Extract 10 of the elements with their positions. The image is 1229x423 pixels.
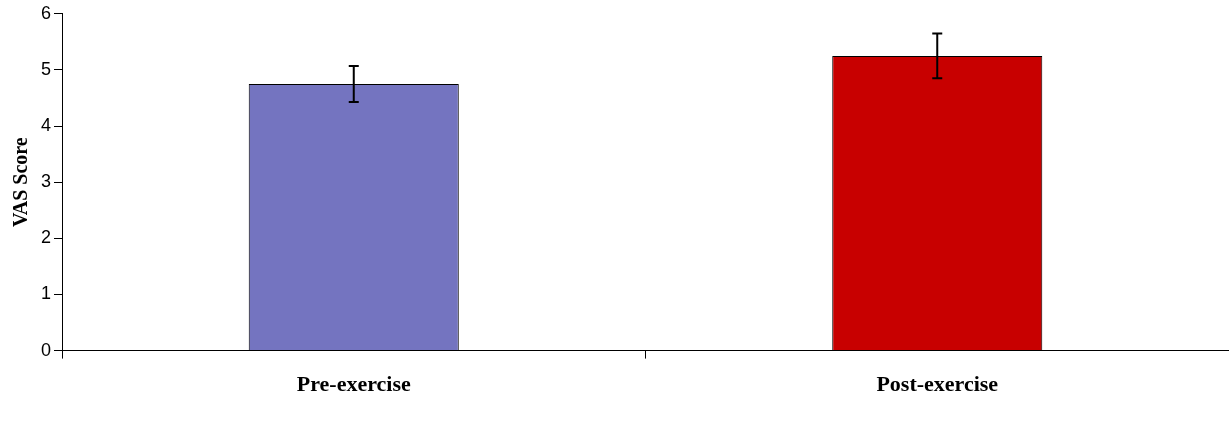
x-tick-label: Post-exercise bbox=[876, 371, 999, 397]
y-tick-label: 5 bbox=[41, 58, 52, 79]
y-tick-label: 1 bbox=[41, 283, 52, 304]
y-tick-label: 3 bbox=[41, 171, 52, 192]
x-tick-label: Pre-exercise bbox=[296, 371, 411, 397]
y-tick-label: 4 bbox=[41, 115, 52, 136]
y-tick-label: 6 bbox=[41, 2, 52, 23]
y-tick-label: 0 bbox=[41, 339, 52, 360]
y-axis-title: VAS Score bbox=[9, 137, 32, 228]
y-tick-label: 2 bbox=[41, 227, 52, 248]
